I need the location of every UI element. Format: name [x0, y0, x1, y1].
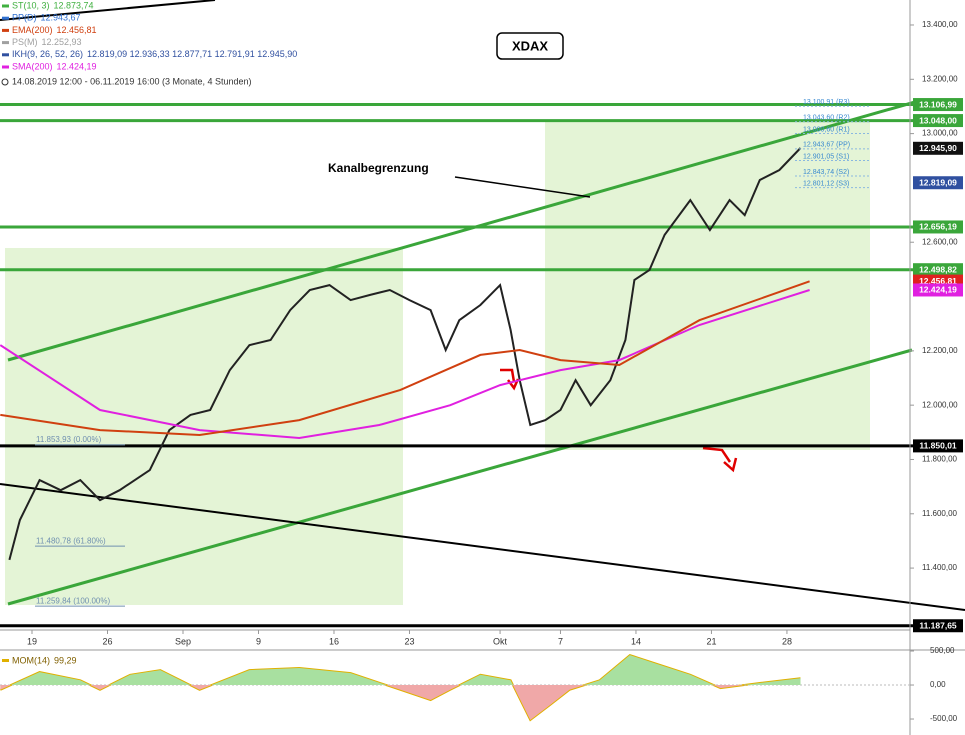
x-tick-label: 23: [404, 636, 414, 646]
x-tick-label: Sep: [175, 636, 191, 646]
pivot-label: 12.843,74 (S2): [803, 169, 849, 176]
y-tick-label: 12.000,00: [922, 400, 958, 409]
legend-value: 12.456,81: [57, 25, 97, 35]
fib-label: 11.853,93 (0.00%): [36, 435, 102, 444]
marks: [0, 103, 913, 722]
legend-value: 12.943,67: [41, 13, 81, 23]
y-tick-label: 13.200,00: [922, 74, 958, 83]
red-arrow: [702, 446, 738, 473]
pivot-label: 13.000,60 (R1): [803, 126, 850, 133]
price-label: 13.048,00: [919, 115, 957, 125]
y-tick-label: 13.400,00: [922, 20, 958, 29]
x-tick-label: 14: [631, 636, 641, 646]
price-box: [913, 114, 963, 128]
pivot-label: 12.801,12 (S3): [803, 180, 849, 187]
price-box: [913, 220, 963, 234]
legend-value: 12.424,19: [57, 61, 97, 71]
price-box: [913, 141, 963, 155]
fib-label: 11.259,84 (100.00%): [36, 596, 110, 605]
legend-swatch: [2, 41, 9, 45]
y-tick-label: 11.400,00: [922, 563, 958, 572]
momentum-area-neg: [0, 685, 801, 720]
x-tick-label: 16: [329, 636, 339, 646]
x-tick-label: 9: [256, 636, 261, 646]
y-tick-label: 13.000,00: [922, 129, 958, 138]
legend-value: 12.252,93: [42, 37, 82, 47]
price-line: [0, 289, 810, 440]
x-tick-label: 19: [27, 636, 37, 646]
x-tick-label: 28: [782, 636, 792, 646]
channel-line: [7, 100, 916, 362]
annotation-arrow: [454, 176, 591, 198]
y-tick-label: 11.600,00: [922, 509, 958, 518]
y-tick-label: 12.200,00: [922, 346, 958, 355]
price-box: [913, 439, 963, 453]
momentum-area-pos: [10, 655, 801, 685]
legend-name: ST(10, 3): [12, 0, 50, 10]
legend-swatch: [2, 659, 9, 662]
legend-swatch: [2, 4, 9, 8]
x-tick-label: 7: [558, 636, 563, 646]
price-box: [913, 98, 963, 112]
legend-value: 12.819,09 12.936,33 12.877,71 12.791,91 …: [87, 49, 297, 59]
price-box: [913, 263, 963, 277]
price-line: [0, 280, 810, 437]
legend-swatch: [2, 53, 9, 57]
price-label: 12.819,09: [919, 177, 957, 187]
legend-value: 99,29: [54, 655, 77, 665]
x-tick-label: Okt: [493, 636, 508, 646]
y-tick-label: -500,00: [930, 714, 958, 723]
price-label: 12.498,82: [919, 264, 957, 274]
x-tick-label: 26: [102, 636, 112, 646]
y-tick-label: 500,00: [930, 646, 955, 655]
price-label: 12.945,90: [919, 143, 957, 153]
x-tick-label: 21: [706, 636, 716, 646]
legend-name: PS(M): [12, 37, 38, 47]
price-label: 12.456,81: [919, 276, 957, 286]
price-label: 11.187,65: [919, 621, 957, 631]
trend-line: [0, 0, 216, 21]
legend-name: SMA(200): [12, 61, 53, 71]
shaded-zone: [5, 248, 403, 605]
price-label: 12.656,19: [919, 222, 957, 232]
legend-swatch: [2, 65, 9, 69]
trend-line: [0, 483, 965, 611]
y-tick-label: 11.800,00: [922, 455, 958, 464]
chart-title: XDAX: [512, 38, 548, 53]
legend-value: 12.873,74: [54, 0, 94, 10]
legend-name: MOM(14): [12, 655, 50, 665]
price-box: [913, 619, 963, 633]
legend-name: IKH(9, 26, 52, 26): [12, 49, 83, 59]
channel-line: [7, 348, 913, 606]
pivot-label: 12.901,05 (S1): [803, 153, 849, 160]
legend-name: EMA(200): [12, 25, 53, 35]
price-label: 11.850,01: [919, 441, 957, 451]
annotation: Kanalbegrenzung: [328, 161, 429, 175]
legend-name: PP(D): [12, 13, 37, 23]
price-line: [8, 147, 802, 561]
legend-swatch: [2, 16, 9, 20]
clock-icon: [1, 78, 9, 86]
pivot-label: 13.043,60 (R2): [803, 115, 850, 122]
price-label: 13.106,99: [919, 99, 957, 109]
price-box: [913, 176, 963, 190]
title-box: [496, 32, 564, 60]
pivot-label: 13.100,91 (R3): [803, 99, 850, 106]
price-label: 12.424,19: [919, 285, 957, 295]
legend-swatch: [2, 28, 9, 32]
fib-label: 11.480,78 (61.80%): [36, 536, 106, 545]
y-tick-label: 12.600,00: [922, 237, 958, 246]
y-tick-label: 0,00: [930, 680, 946, 689]
price-box: [913, 283, 963, 297]
period: 14.08.2019 12:00 - 06.11.2019 16:00 (3 M…: [12, 76, 252, 86]
pivot-label: 12.943,67 (PP): [803, 142, 850, 149]
